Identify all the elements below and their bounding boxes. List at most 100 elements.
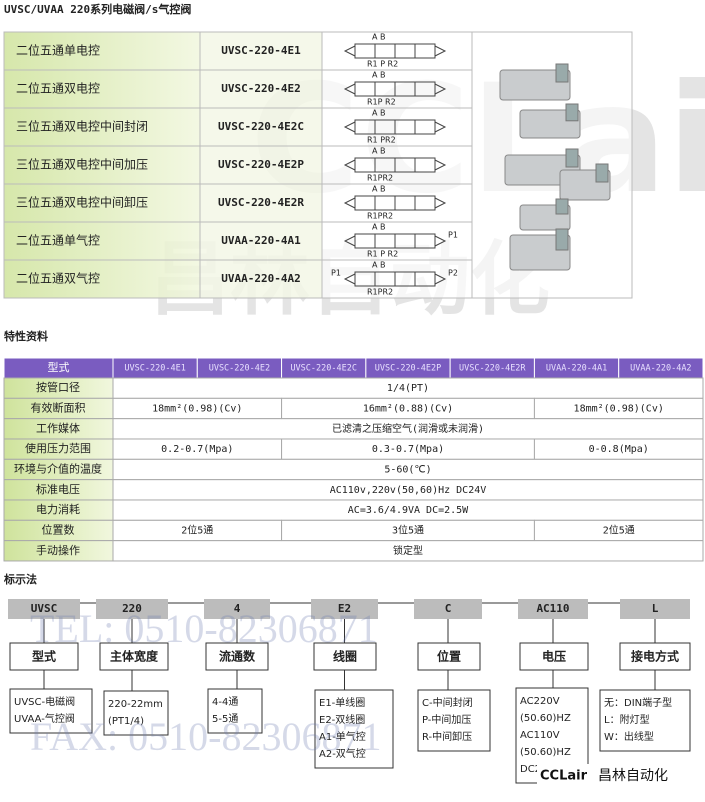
product-name: 三位五通双电控中间加压 bbox=[16, 157, 148, 172]
spec-value: 锁定型 bbox=[393, 544, 423, 557]
spec-label: 工作媒体 bbox=[36, 421, 80, 435]
spec-value: 16mm²(0.88)(Cv) bbox=[363, 403, 453, 414]
valve-photo-coil bbox=[565, 148, 579, 168]
spec-value: 2位5通 bbox=[603, 523, 635, 536]
symbol-cell bbox=[321, 259, 473, 299]
option-text: W：出线型 bbox=[604, 730, 654, 743]
valve-photo-coil bbox=[565, 103, 579, 122]
option-box bbox=[9, 688, 93, 734]
label-text: 流通数 bbox=[219, 649, 256, 664]
option-text: AC220V bbox=[520, 696, 560, 707]
header-text: UVSC-220-4E2 bbox=[209, 364, 270, 374]
model-cell bbox=[199, 31, 323, 71]
header-text: 型式 bbox=[48, 360, 70, 374]
header-text: UVAA-220-4A2 bbox=[630, 364, 691, 374]
valve-actuator bbox=[343, 197, 447, 209]
code-box bbox=[414, 599, 482, 619]
label-box bbox=[619, 642, 691, 671]
option-box bbox=[417, 689, 491, 752]
valve-actuator bbox=[343, 121, 447, 133]
symbol-ports-bottom: R1P R2 bbox=[367, 98, 396, 107]
spec-value: AC=3.6/4.9VA DC=2.5W bbox=[348, 505, 469, 516]
logo-backdrop bbox=[537, 764, 702, 788]
spec-value: 2位5通 bbox=[181, 523, 213, 536]
valve-photo-coil bbox=[555, 228, 569, 251]
name-cell bbox=[3, 145, 201, 185]
option-box bbox=[103, 690, 169, 736]
label-text: 型式 bbox=[32, 649, 56, 664]
symbol-ports-top: A B bbox=[372, 261, 386, 270]
symbol-cell bbox=[321, 183, 473, 223]
label-text: 线圈 bbox=[333, 649, 357, 664]
spec-value: 1/4(PT) bbox=[387, 383, 429, 394]
symbol-port-right: P2 bbox=[448, 269, 458, 278]
valve-actuator bbox=[343, 273, 447, 285]
symbol-port-right: P1 bbox=[448, 231, 458, 240]
page-title: UVSC/UVAA 220系列电磁阀/s气控阀 bbox=[4, 2, 191, 16]
label-box bbox=[519, 642, 589, 671]
option-text: E2-双线圈 bbox=[319, 713, 365, 726]
symbol-ports-bottom: R1PR2 bbox=[367, 174, 393, 183]
option-box bbox=[599, 689, 691, 752]
spec-value: 0-0.8(Mpa) bbox=[589, 444, 649, 455]
name-cell bbox=[3, 183, 201, 223]
symbol-ports-bottom: R1PR2 bbox=[367, 212, 393, 221]
logo-company: 昌林自动化 bbox=[598, 768, 668, 784]
section-heading: 标示法 bbox=[3, 572, 37, 586]
option-text: (50.60)HZ bbox=[520, 713, 571, 724]
header-text: UVSC-220-4E2P bbox=[375, 364, 442, 374]
valve-actuator bbox=[343, 83, 447, 95]
option-text: (50.60)HZ bbox=[520, 747, 571, 758]
symbol-cell bbox=[321, 145, 473, 185]
symbol-ports-bottom: R1PR2 bbox=[367, 288, 393, 297]
option-text: P-中间加压 bbox=[422, 713, 471, 726]
symbol-cell bbox=[321, 107, 473, 147]
option-text: L：附灯型 bbox=[604, 713, 650, 726]
spec-label: 标准电压 bbox=[36, 482, 80, 496]
model-cell bbox=[199, 183, 323, 223]
name-cell bbox=[3, 31, 201, 71]
label-box bbox=[313, 642, 377, 671]
product-model: UVSC-220-4E2P bbox=[218, 158, 304, 171]
symbol-ports-top: A B bbox=[372, 185, 386, 194]
label-box bbox=[205, 642, 269, 671]
code-text: UVSC bbox=[31, 602, 58, 615]
spec-value: 18mm²(0.98)(Cv) bbox=[574, 403, 664, 414]
code-text: 220 bbox=[122, 602, 142, 615]
option-text: R-中间卸压 bbox=[422, 730, 472, 743]
product-model: UVAA-220-4A1 bbox=[221, 234, 301, 247]
valve-photo bbox=[499, 69, 571, 101]
label-box bbox=[417, 642, 481, 671]
symbol-port-left: P1 bbox=[331, 269, 341, 278]
symbol-ports-top: A B bbox=[372, 223, 386, 232]
option-text: 4-4通 bbox=[212, 696, 238, 708]
label-box bbox=[99, 642, 169, 671]
valve-photo-coil bbox=[555, 63, 569, 83]
spec-label: 环境与介值的温度 bbox=[14, 461, 102, 475]
product-model: UVSC-220-4E1 bbox=[221, 44, 301, 57]
option-text: 220-22mm bbox=[108, 699, 163, 710]
product-name: 二位五通单气控 bbox=[16, 233, 100, 248]
model-cell bbox=[199, 107, 323, 147]
symbol-ports-top: A B bbox=[372, 71, 386, 80]
valve-photo-coil bbox=[555, 198, 569, 215]
valve-photo bbox=[519, 109, 581, 139]
header-text: UVSC-220-4E2C bbox=[290, 364, 357, 374]
code-box bbox=[311, 599, 378, 619]
spec-value: 18mm²(0.98)(Cv) bbox=[152, 403, 242, 414]
product-name: 二位五通单电控 bbox=[16, 43, 100, 58]
logo-brand: CCLair bbox=[540, 769, 588, 784]
header-text: UVAA-220-4A1 bbox=[546, 364, 607, 374]
spec-label: 电力消耗 bbox=[36, 502, 80, 516]
spec-label: 手动操作 bbox=[36, 543, 80, 557]
watermark-tel: TEL: 0510-82306871 bbox=[30, 606, 378, 651]
name-cell bbox=[3, 221, 201, 261]
symbol-ports-top: A B bbox=[372, 33, 386, 42]
code-text: AC110 bbox=[536, 602, 569, 615]
option-text: A1-单气控 bbox=[319, 730, 366, 743]
product-model: UVSC-220-4E2C bbox=[218, 120, 304, 133]
product-name: 三位五通双电控中间封闭 bbox=[16, 119, 148, 134]
label-box bbox=[9, 642, 79, 671]
code-box bbox=[96, 599, 168, 619]
name-cell bbox=[3, 69, 201, 109]
